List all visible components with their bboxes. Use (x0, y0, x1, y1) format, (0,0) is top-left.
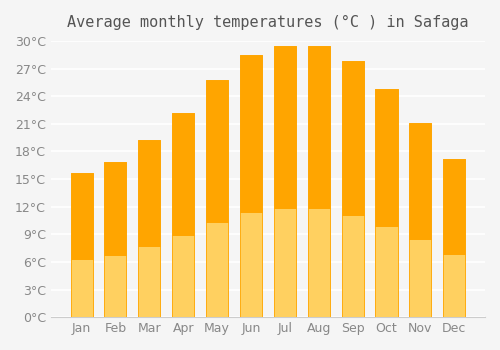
Bar (240, 55, 262, 317)
Bar (172, 113, 194, 317)
Bar (70, 259, 92, 317)
Title: Average monthly temperatures (°C ) in Safaga: Average monthly temperatures (°C ) in Sa… (67, 15, 468, 30)
Bar (308, 46, 330, 209)
Bar (376, 89, 398, 226)
Bar (274, 46, 296, 209)
Bar (104, 162, 126, 317)
Bar (342, 61, 363, 317)
Bar (70, 173, 92, 317)
Bar (70, 173, 92, 259)
Bar (206, 80, 228, 223)
Bar (376, 89, 398, 317)
Bar (104, 255, 126, 317)
Bar (138, 140, 160, 317)
Bar (342, 215, 363, 317)
Bar (308, 46, 330, 317)
Bar (172, 235, 194, 317)
Bar (240, 55, 262, 212)
Bar (206, 80, 228, 317)
Bar (308, 209, 330, 317)
Bar (410, 239, 432, 317)
Bar (410, 123, 432, 317)
Bar (443, 254, 466, 317)
Bar (376, 226, 398, 317)
Bar (240, 212, 262, 317)
Bar (206, 223, 228, 317)
Bar (104, 162, 126, 255)
Bar (138, 140, 160, 246)
Bar (172, 113, 194, 235)
Bar (342, 61, 363, 215)
Bar (410, 123, 432, 239)
Bar (274, 209, 296, 317)
Bar (443, 159, 466, 254)
Bar (274, 46, 296, 317)
Bar (138, 246, 160, 317)
Bar (443, 159, 466, 317)
